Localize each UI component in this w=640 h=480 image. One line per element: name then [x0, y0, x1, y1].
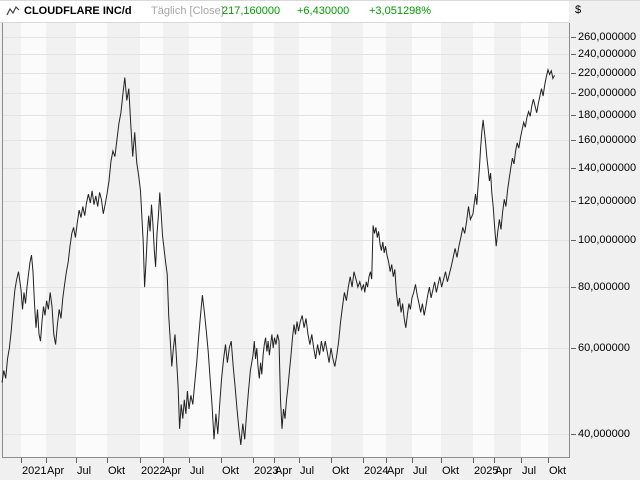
x-tick-label: Okt — [549, 465, 567, 477]
y-tick-label: 180,000000 — [578, 109, 637, 121]
timeframe-label: Täglich [Close] — [151, 5, 224, 17]
x-tick-label: Apr — [387, 465, 405, 477]
y-tick-label: 60,000000 — [578, 342, 630, 354]
y-axis-unit: $ — [575, 4, 582, 16]
change-absolute: +6,430000 — [297, 5, 350, 17]
x-tick-label: Jul — [190, 465, 205, 477]
y-tick-label: 40,000000 — [578, 428, 630, 440]
x-tick-label: Apr — [495, 465, 513, 477]
x-tick-label: 2025 — [474, 465, 499, 477]
y-tick-label: 240,000000 — [578, 48, 637, 60]
x-tick-label: Okt — [108, 465, 126, 477]
x-tick-label: 2022 — [141, 465, 166, 477]
last-price: 217,160000 — [222, 5, 281, 17]
y-tick-label: 140,000000 — [578, 162, 637, 174]
y-tick-label: 160,000000 — [578, 134, 637, 146]
y-tick-label: 200,000000 — [578, 87, 637, 99]
x-tick-label: Okt — [332, 465, 350, 477]
symbol-label: CLOUDFLARE INC/d — [24, 5, 132, 17]
x-tick-label: 2024 — [364, 465, 389, 477]
y-tick-label: 80,000000 — [578, 281, 630, 293]
x-tick-label: 2021 — [22, 465, 47, 477]
x-tick-label: Okt — [442, 465, 460, 477]
y-tick-label: 220,000000 — [578, 67, 637, 79]
x-tick-label: Jul — [77, 465, 92, 477]
x-tick-label: Apr — [47, 465, 65, 477]
y-tick-label: 120,000000 — [578, 195, 637, 207]
line-chart-icon — [6, 5, 20, 18]
x-tick-label: Okt — [222, 465, 240, 477]
change-percent: +3,051298% — [369, 5, 432, 17]
x-tick-label: Apr — [164, 465, 182, 477]
price-line — [1, 67, 555, 445]
x-tick-label: 2023 — [254, 465, 279, 477]
x-tick-label: Jul — [413, 465, 428, 477]
x-tick-label: Jul — [522, 465, 537, 477]
x-tick-label: Jul — [300, 465, 315, 477]
y-tick-label: 100,000000 — [578, 234, 637, 246]
y-tick-label: 260,000000 — [578, 31, 637, 43]
x-tick-label: Apr — [275, 465, 293, 477]
chart-header: CLOUDFLARE INC/d Täglich [Close] 217,160… — [0, 1, 569, 23]
